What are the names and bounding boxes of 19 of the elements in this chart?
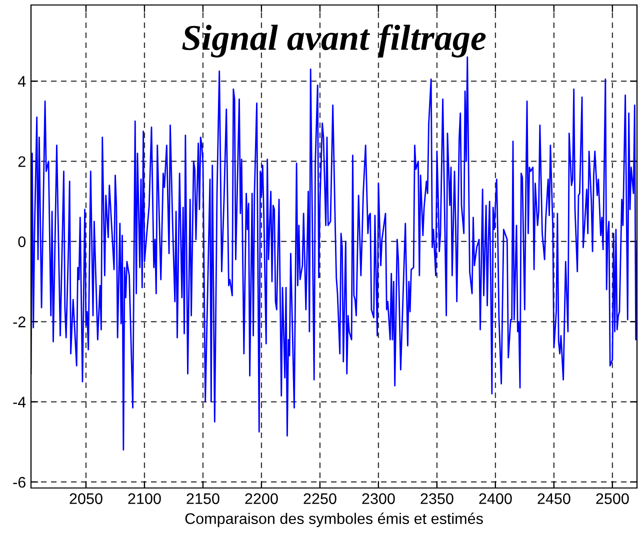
x-tick-label: 2350 — [420, 493, 454, 504]
x-tick-label: 2450 — [538, 493, 570, 504]
x-tick-label: 2500 — [596, 493, 629, 504]
y-tick-label: 4 — [18, 76, 26, 87]
chart-title: Signal avant filtrage — [182, 24, 486, 58]
y-tick-label: -6 — [13, 476, 26, 488]
y-tick-label: 0 — [18, 236, 26, 248]
x-tick-label: 2050 — [70, 493, 102, 504]
x-tick-label: 2300 — [362, 493, 395, 504]
x-tick-label: 2150 — [186, 493, 220, 504]
y-tick-label: -4 — [13, 396, 26, 408]
x-tick-label: 2400 — [479, 493, 512, 504]
x-axis-title: Comparaison des symboles émis et estimés — [185, 512, 483, 528]
line-series — [31, 56, 637, 451]
x-tick-label: 2100 — [128, 493, 161, 504]
y-tick-label: -2 — [13, 316, 26, 328]
x-tick-label: 2200 — [245, 493, 278, 504]
y-tick-label: 2 — [18, 156, 26, 167]
x-tick-label: 2250 — [304, 493, 336, 504]
